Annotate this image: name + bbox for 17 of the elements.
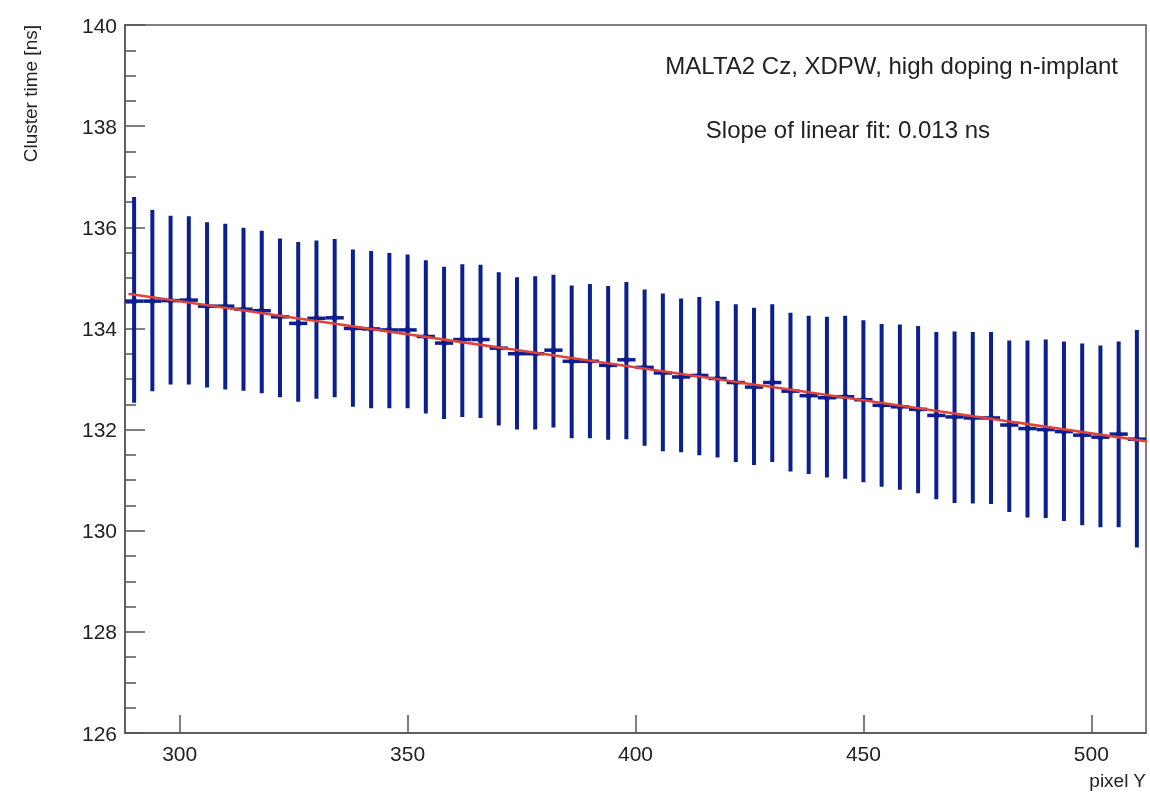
y-axis-title: Cluster time [ns] (20, 25, 41, 163)
y-tick-label: 134 (81, 316, 118, 340)
annotation: Slope of linear fit: 0.013 ns (705, 115, 991, 143)
y-tick-label: 138 (81, 114, 117, 138)
y-tick-label: 126 (81, 721, 117, 745)
x-tick-label: 300 (162, 742, 198, 765)
y-tick-label: 136 (81, 215, 117, 239)
x-axis-title: pixel Y (1089, 770, 1147, 791)
x-tick-label: 500 (1073, 742, 1109, 765)
x-tick-label: 400 (617, 742, 654, 765)
y-tick-label: 140 (81, 13, 117, 37)
x-tick-label: 450 (845, 742, 881, 765)
y-tick-label: 130 (81, 519, 117, 543)
annotation: MALTA2 Cz, XDPW, high doping n-implant (665, 51, 1119, 79)
y-tick-label: 128 (81, 620, 117, 644)
y-tick-label: 132 (81, 418, 117, 442)
x-tick-label: 350 (390, 742, 426, 765)
